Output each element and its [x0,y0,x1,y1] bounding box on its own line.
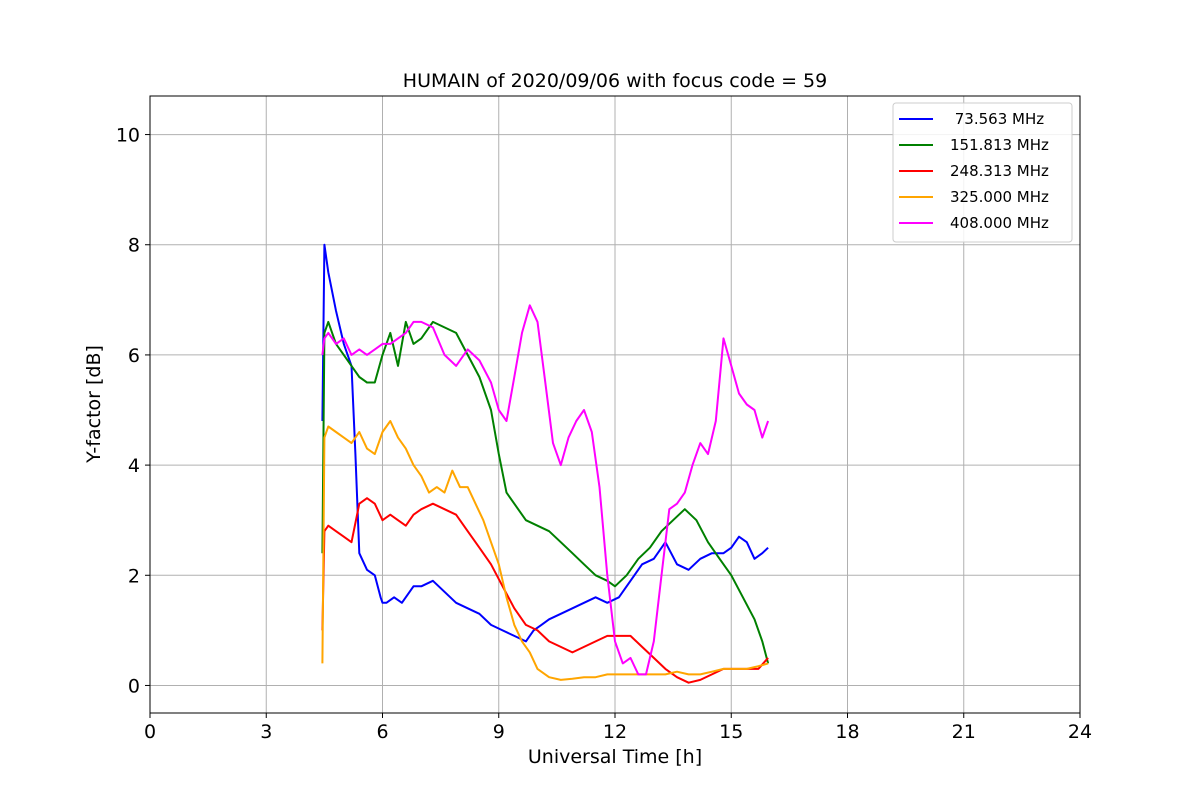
legend-label: 408.000 MHz [950,214,1049,232]
x-tick-label: 6 [376,721,388,743]
x-axis-label: Universal Time [h] [528,746,702,768]
legend-box [892,102,1073,243]
x-tick-label: 9 [493,721,505,743]
y-axis-label: Y-factor [dB] [83,345,105,464]
legend: 73.563 MHz 151.813 MHz 248.313 MHz 325.000 … [892,102,1073,243]
y-tick-label: 0 [128,675,140,697]
x-tick-label: 0 [144,721,156,743]
series-line-4 [321,304,770,676]
legend-label: 151.813 MHz [950,136,1049,154]
legend-label: 248.313 MHz [950,162,1049,180]
y-tick-label: 4 [128,455,140,477]
x-tick-label: 21 [952,721,976,743]
y-tick-label: 6 [128,345,140,367]
series-line-2 [321,497,769,684]
legend-label: 73.563 MHz [950,110,1044,128]
y-tick-label: 10 [116,125,140,147]
y-tick-label: 8 [128,235,140,257]
chart-title: HUMAIN of 2020/09/06 with focus code = 5… [403,70,827,92]
x-tick-label: 15 [719,721,743,743]
x-tick-label: 18 [835,721,859,743]
y-tick-label: 2 [128,565,140,587]
x-tick-label: 12 [603,721,627,743]
legend-label: 325.000 MHz [950,188,1049,206]
x-tick-label: 3 [260,721,272,743]
series-lines [321,243,770,684]
series-line-3 [321,420,769,681]
series-line-1 [321,320,770,664]
x-tick-label: 24 [1068,721,1092,743]
